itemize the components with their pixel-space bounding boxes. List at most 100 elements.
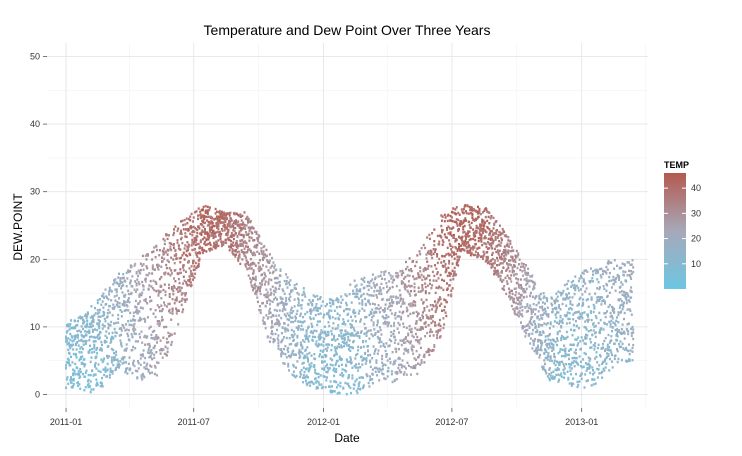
data-point — [525, 295, 528, 298]
data-point — [263, 271, 266, 275]
data-point — [313, 353, 316, 356]
data-point — [623, 337, 626, 340]
data-point — [618, 291, 621, 294]
data-point — [281, 326, 284, 329]
data-point — [78, 383, 81, 386]
data-point — [404, 275, 407, 279]
data-point — [355, 284, 358, 287]
data-point — [140, 318, 143, 321]
data-point — [242, 234, 245, 237]
data-point — [104, 370, 107, 373]
data-point — [98, 348, 101, 352]
data-point — [272, 261, 275, 264]
data-point — [578, 298, 581, 301]
data-point — [155, 351, 158, 354]
data-point — [551, 377, 554, 380]
data-point — [127, 270, 130, 274]
data-point — [380, 340, 383, 344]
data-point — [206, 205, 209, 209]
data-point — [432, 349, 435, 352]
data-point — [606, 352, 609, 355]
data-point — [520, 284, 522, 287]
data-point — [564, 298, 567, 301]
data-point — [276, 304, 279, 307]
data-point — [571, 343, 574, 347]
data-point — [395, 297, 398, 300]
data-point — [596, 278, 599, 281]
data-point — [377, 304, 380, 307]
data-point — [476, 226, 479, 229]
data-point — [370, 312, 373, 315]
data-point — [68, 345, 71, 348]
data-point — [154, 280, 157, 284]
data-point — [116, 302, 119, 305]
data-point — [489, 262, 491, 266]
data-point — [568, 357, 570, 361]
data-point — [426, 267, 429, 270]
data-point — [244, 263, 247, 266]
data-point — [227, 237, 230, 240]
data-point — [151, 258, 154, 261]
data-point — [625, 327, 628, 331]
data-point — [94, 306, 96, 310]
data-point — [515, 277, 518, 280]
data-point — [474, 253, 477, 257]
data-point — [112, 303, 115, 306]
data-point — [608, 261, 611, 264]
data-point — [299, 341, 302, 344]
data-point — [122, 326, 125, 329]
data-point — [72, 373, 75, 377]
data-point — [285, 315, 288, 318]
data-point — [178, 271, 181, 275]
data-point — [513, 309, 516, 313]
data-point — [550, 371, 553, 374]
data-point — [394, 359, 397, 362]
data-point — [492, 262, 495, 265]
data-point — [179, 261, 182, 264]
data-point — [108, 305, 111, 308]
data-point — [306, 353, 309, 356]
data-point — [297, 324, 300, 328]
data-point — [362, 357, 365, 360]
data-point — [276, 328, 278, 332]
data-point — [533, 320, 536, 323]
data-point — [381, 309, 384, 312]
data-point — [523, 266, 526, 269]
data-point — [593, 378, 596, 381]
data-point — [357, 312, 360, 315]
data-point — [521, 305, 524, 308]
data-point — [381, 354, 384, 358]
data-point — [179, 232, 182, 235]
data-point — [207, 238, 210, 241]
data-point — [210, 231, 213, 235]
data-point — [419, 276, 422, 279]
data-point — [69, 364, 72, 367]
data-point — [243, 247, 246, 250]
data-point — [537, 315, 539, 318]
data-point — [149, 351, 151, 355]
data-point — [452, 278, 455, 281]
data-point — [539, 348, 542, 351]
data-point — [562, 336, 565, 339]
data-point — [292, 310, 295, 313]
data-point — [520, 321, 522, 324]
data-point — [257, 236, 260, 239]
data-point — [82, 347, 84, 351]
data-point — [195, 266, 198, 270]
data-point — [492, 233, 495, 236]
data-point — [462, 220, 465, 223]
data-point — [446, 282, 448, 285]
data-point — [604, 300, 606, 303]
data-point — [527, 309, 530, 313]
data-point — [115, 353, 118, 356]
data-point — [537, 339, 540, 342]
data-point — [446, 246, 449, 249]
data-point — [180, 271, 182, 275]
data-point — [601, 346, 604, 350]
data-point — [405, 326, 408, 329]
data-point — [138, 332, 141, 336]
data-point — [149, 364, 151, 367]
data-point — [160, 265, 163, 268]
data-point — [564, 350, 567, 353]
data-point — [91, 316, 94, 320]
